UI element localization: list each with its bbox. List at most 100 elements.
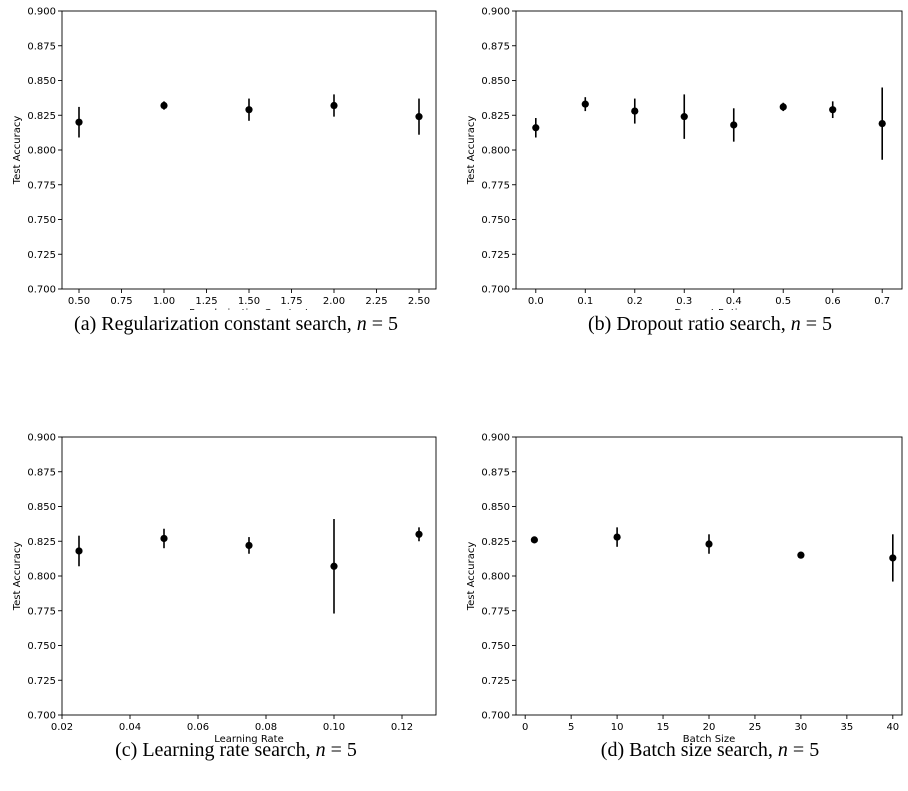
y-tick-label: 0.775	[27, 180, 56, 191]
data-point	[829, 106, 837, 114]
y-tick-label: 0.875	[27, 41, 56, 52]
x-tick-label: 35	[840, 722, 853, 733]
x-axis-label: Dropout Ratio	[674, 308, 743, 310]
x-tick-label: 0.50	[68, 296, 90, 307]
y-tick-label: 0.875	[27, 467, 56, 478]
chart-batch-size: 0.700 0.725 0.750 0.775 0.800 0.825 0.850 0.875…	[466, 433, 903, 745]
x-tick-label: 0.04	[119, 722, 141, 733]
x-tick-label: 0.2	[627, 296, 643, 307]
data-point	[705, 540, 713, 548]
x-tick-label: 30	[795, 722, 808, 733]
x-tick-label: 0.75	[110, 296, 132, 307]
y-tick-label: 0.700	[481, 711, 510, 722]
x-tick-label: 2.00	[323, 296, 345, 307]
x-tick-label: 1.25	[195, 296, 217, 307]
x-axis-label: Learning Rate	[214, 734, 284, 745]
y-tick-label: 0.750	[27, 215, 56, 226]
data-point	[613, 533, 621, 541]
x-tick-label: 0.3	[676, 296, 692, 307]
y-tick-label: 0.825	[481, 111, 510, 122]
y-tick-label: 0.850	[481, 76, 510, 87]
x-tick-label: 0.10	[323, 722, 345, 733]
x-tick-label: 1.00	[153, 296, 175, 307]
y-tick-label: 0.825	[27, 111, 56, 122]
y-tick-label: 0.775	[27, 606, 56, 617]
y-tick-label: 0.700	[481, 285, 510, 296]
y-axis-label: Test Accuracy	[12, 542, 23, 612]
y-tick-label: 0.775	[481, 180, 510, 191]
x-tick-label: 1.75	[280, 296, 302, 307]
x-tick-label: 0.12	[391, 722, 413, 733]
y-tick-label: 0.825	[27, 537, 56, 548]
y-tick-label: 0.900	[481, 433, 510, 444]
x-tick-label: 0.7	[874, 296, 890, 307]
data-point	[160, 101, 168, 110]
plot-frame	[515, 436, 903, 716]
data-point	[330, 562, 338, 570]
y-tick-label: 0.800	[27, 572, 56, 583]
y-tick-label: 0.800	[481, 572, 510, 583]
y-tick-label: 0.725	[481, 250, 510, 261]
y-tick-label: 0.850	[481, 502, 510, 513]
x-tick-label: 2.50	[408, 296, 430, 307]
data-point	[75, 118, 83, 126]
y-tick-label: 0.800	[27, 146, 56, 157]
x-axis-label: Batch Size	[683, 734, 735, 745]
x-offset-label: 1e−4	[409, 309, 436, 310]
caption-d: (d) Batch size search, n = 5	[600, 739, 820, 761]
y-tick-label: 0.850	[27, 502, 56, 513]
data-point	[779, 103, 787, 111]
data-point	[797, 551, 805, 559]
data-point	[245, 541, 253, 550]
data-point	[330, 101, 338, 110]
y-tick-label: 0.900	[27, 433, 56, 444]
caption-c: (c) Learning rate search, n = 5	[115, 739, 357, 761]
y-tick-label: 0.750	[481, 641, 510, 652]
data-point	[889, 554, 897, 562]
x-tick-label: 2.25	[365, 296, 387, 307]
y-tick-label: 0.875	[481, 41, 510, 52]
data-point	[245, 106, 253, 114]
x-tick-label: 0.0	[528, 296, 544, 307]
y-tick-label: 0.900	[27, 7, 56, 18]
y-tick-label: 0.700	[27, 711, 56, 722]
data-point	[75, 547, 83, 555]
chart-dropout: 0.700 0.725 0.750 0.775 0.800 0.825 0.850 0.875…	[466, 7, 903, 310]
y-tick-label: 0.775	[481, 606, 510, 617]
y-tick-label: 0.750	[481, 215, 510, 226]
plot-frame	[61, 10, 437, 290]
x-tick-label: 10	[611, 722, 624, 733]
y-axis-label: Test Accuracy	[12, 116, 23, 186]
data-point	[730, 121, 738, 129]
data-point	[680, 113, 688, 121]
plot-frame	[515, 10, 903, 290]
y-tick-label: 0.725	[481, 676, 510, 687]
caption-a: (a) Regularization constant search, n = …	[74, 313, 398, 335]
y-tick-label: 0.850	[27, 76, 56, 87]
x-tick-label: 0.5	[775, 296, 791, 307]
y-tick-label: 0.750	[27, 641, 56, 652]
x-tick-label: 0.02	[51, 722, 73, 733]
data-point	[631, 107, 639, 115]
y-tick-label: 0.725	[27, 250, 56, 261]
y-tick-label: 0.700	[27, 285, 56, 296]
x-tick-label: 25	[749, 722, 762, 733]
x-tick-label: 15	[657, 722, 670, 733]
x-tick-label: 0.06	[187, 722, 209, 733]
data-point	[415, 113, 423, 121]
data-point	[532, 124, 540, 132]
y-tick-label: 0.800	[481, 146, 510, 157]
data-point	[530, 536, 538, 544]
y-tick-label: 0.900	[481, 7, 510, 18]
x-axis-label: Regularization Constant	[189, 308, 309, 310]
x-tick-label: 40	[886, 722, 899, 733]
chart-learning-rate: 0.700 0.725 0.750 0.775 0.800 0.825 0.850 0.875…	[12, 433, 437, 745]
y-tick-label: 0.875	[481, 467, 510, 478]
x-tick-label: 1.50	[238, 296, 260, 307]
x-tick-label: 0.4	[726, 296, 742, 307]
y-tick-label: 0.725	[27, 676, 56, 687]
data-point	[878, 119, 886, 128]
y-axis-label: Test Accuracy	[466, 116, 477, 186]
x-tick-label: 0.08	[255, 722, 277, 733]
plot-frame	[61, 436, 437, 716]
